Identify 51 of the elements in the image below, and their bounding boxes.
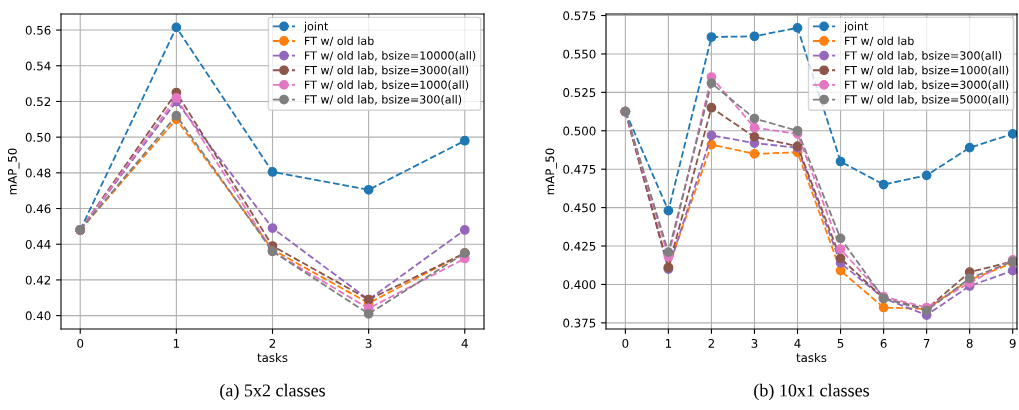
legend-label: FT w/ old lab, bsize=3000(all) bbox=[305, 65, 469, 76]
text: (a) 5x2 classes bbox=[220, 383, 325, 401]
legend-label: FT w/ old lab, bsize=1000(all) bbox=[845, 65, 1009, 76]
x-axis-title: tasks bbox=[796, 352, 827, 363]
y-tick-label: 0.575 bbox=[563, 11, 596, 21]
x-tick-label: 3 bbox=[365, 338, 372, 348]
x-tick-label: 2 bbox=[269, 338, 276, 348]
legend-label: FT w/ old lab, bsize=1000(all) bbox=[305, 80, 469, 91]
y-axis-title: mAP_50 bbox=[545, 148, 557, 195]
y-tick-label: 0.42 bbox=[25, 275, 51, 285]
x-tick-label: 3 bbox=[751, 338, 758, 348]
y-axis-title: mAP_50 bbox=[7, 148, 20, 195]
y-tick-label: 0.46 bbox=[25, 204, 51, 214]
y-tick-label: 0.50 bbox=[25, 132, 51, 142]
y-tick-label: 0.44 bbox=[25, 239, 51, 249]
x-tick-label: 7 bbox=[923, 339, 930, 348]
x-tick-label: 4 bbox=[794, 339, 801, 348]
text: (b) 10x1 classes bbox=[754, 383, 870, 401]
x-tick-label: 0 bbox=[622, 338, 629, 348]
y-tick-label: 0.450 bbox=[563, 203, 596, 213]
y-tick-label: 0.500 bbox=[563, 126, 596, 136]
y-tick-label: 0.48 bbox=[25, 168, 51, 178]
legend-label: FT w/ old lab bbox=[845, 36, 914, 46]
y-tick-label: 0.400 bbox=[563, 280, 596, 290]
y-tick-label: 0.425 bbox=[563, 241, 596, 251]
y-tick-label: 0.375 bbox=[563, 318, 596, 328]
y-tick-label: 0.525 bbox=[563, 88, 596, 98]
x-tick-label: 9 bbox=[1009, 338, 1016, 348]
x-tick-label: 1 bbox=[173, 339, 180, 348]
legend-label: FT w/ old lab, bsize=300(all) bbox=[305, 94, 462, 105]
y-tick-label: 0.550 bbox=[563, 49, 596, 59]
legend-label: FT w/ old lab bbox=[305, 36, 374, 46]
legend-label: FT w/ old lab, bsize=5000(all) bbox=[845, 94, 1009, 105]
x-tick-label: 1 bbox=[665, 339, 672, 348]
y-tick-label: 0.52 bbox=[25, 97, 51, 107]
x-tick-label: 0 bbox=[77, 338, 84, 348]
y-tick-label: 0.54 bbox=[25, 61, 51, 71]
legend-label: joint bbox=[303, 21, 329, 33]
y-tick-label: 0.475 bbox=[563, 164, 596, 174]
x-tick-label: 5 bbox=[837, 339, 844, 348]
y-tick-label: 0.40 bbox=[25, 311, 51, 321]
legend-label: joint bbox=[843, 21, 869, 33]
x-axis-title: tasks bbox=[257, 352, 288, 363]
legend-label: FT w/ old lab, bsize=10000(all) bbox=[305, 51, 476, 61]
legend-label: FT w/ old lab, bsize=3000(all) bbox=[845, 80, 1009, 91]
legend-label: FT w/ old lab, bsize=300(all) bbox=[845, 51, 1002, 61]
x-tick-label: 2 bbox=[708, 338, 715, 348]
x-tick-label: 6 bbox=[880, 338, 887, 348]
x-tick-label: 8 bbox=[966, 338, 973, 348]
x-tick-label: 4 bbox=[461, 339, 468, 348]
y-tick-label: 0.56 bbox=[25, 25, 51, 35]
